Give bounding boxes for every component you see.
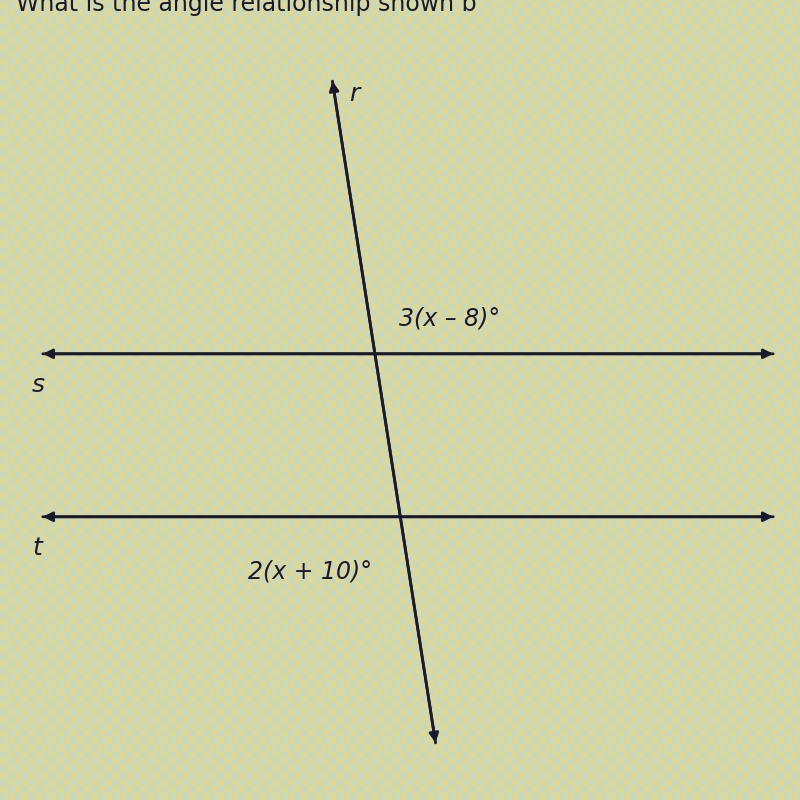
- Text: r: r: [350, 82, 360, 106]
- Text: t: t: [32, 536, 42, 560]
- Text: 3(x – 8)°: 3(x – 8)°: [399, 306, 500, 330]
- Text: What is the angle relationship shown b: What is the angle relationship shown b: [16, 0, 477, 16]
- Text: 2(x + 10)°: 2(x + 10)°: [248, 559, 373, 583]
- Text: s: s: [32, 373, 45, 398]
